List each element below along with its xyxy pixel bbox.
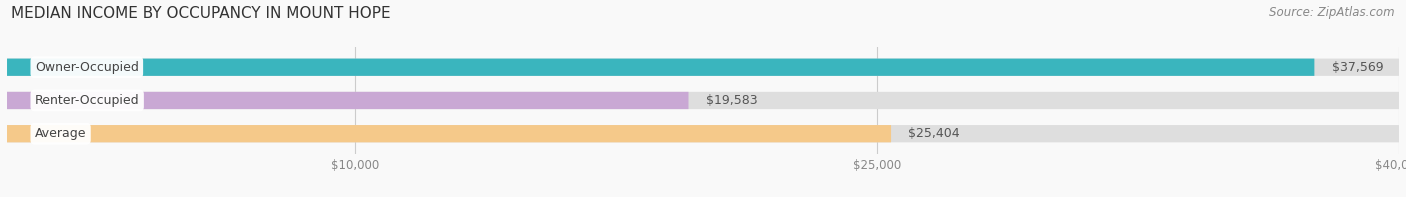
Text: Average: Average <box>35 127 86 140</box>
FancyBboxPatch shape <box>7 125 1399 142</box>
FancyBboxPatch shape <box>7 92 689 109</box>
FancyBboxPatch shape <box>7 125 891 142</box>
FancyBboxPatch shape <box>7 59 1315 76</box>
FancyBboxPatch shape <box>7 92 1399 109</box>
Text: Renter-Occupied: Renter-Occupied <box>35 94 139 107</box>
Text: $37,569: $37,569 <box>1331 61 1384 74</box>
Text: MEDIAN INCOME BY OCCUPANCY IN MOUNT HOPE: MEDIAN INCOME BY OCCUPANCY IN MOUNT HOPE <box>11 6 391 21</box>
Text: Owner-Occupied: Owner-Occupied <box>35 61 139 74</box>
Text: $25,404: $25,404 <box>908 127 960 140</box>
Text: Source: ZipAtlas.com: Source: ZipAtlas.com <box>1270 6 1395 19</box>
FancyBboxPatch shape <box>7 59 1399 76</box>
Text: $19,583: $19,583 <box>706 94 758 107</box>
